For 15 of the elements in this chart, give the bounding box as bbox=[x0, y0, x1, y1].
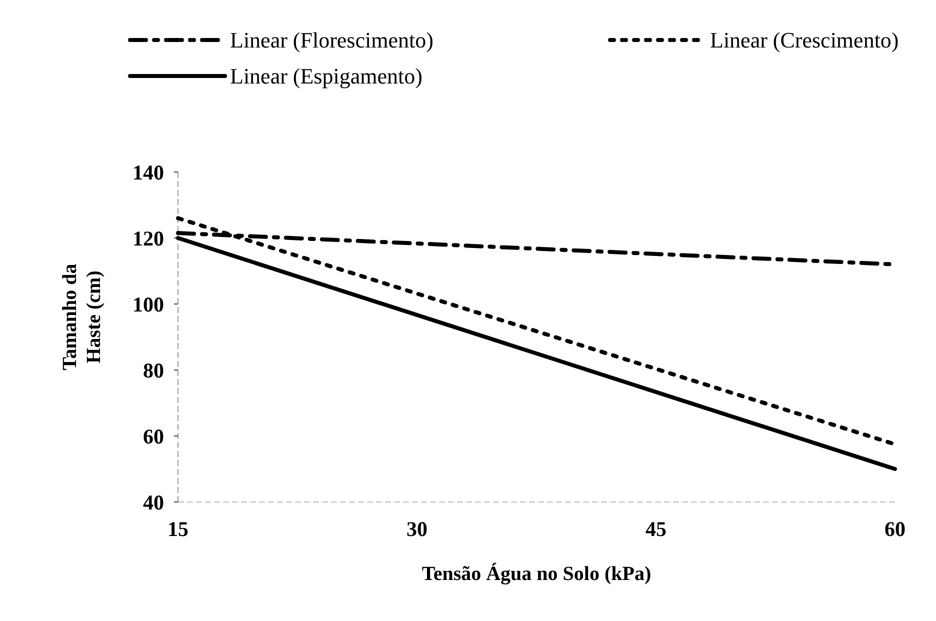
y-tick-label: 120 bbox=[132, 226, 164, 250]
x-tick-label: 15 bbox=[168, 517, 188, 541]
y-tick-label: 60 bbox=[143, 424, 164, 448]
x-tick-label: 30 bbox=[406, 517, 428, 541]
legend-label: Linear (Florescimento) bbox=[230, 28, 434, 53]
y-tick-label: 80 bbox=[143, 358, 164, 382]
x-axis-title: Tensão Água no Solo (kPa) bbox=[422, 562, 652, 585]
x-tick-label: 45 bbox=[646, 517, 666, 541]
legend-label: Linear (Espigamento) bbox=[230, 64, 422, 89]
y-axis-title: Tamanho da Haste (cm) bbox=[59, 264, 105, 370]
y-tick-label: 40 bbox=[143, 490, 164, 514]
y-tick-label: 140 bbox=[132, 160, 164, 184]
legend-label: Linear (Crescimento) bbox=[710, 28, 899, 53]
x-tick-label: 60 bbox=[884, 517, 906, 541]
y-tick-label: 100 bbox=[132, 292, 164, 316]
